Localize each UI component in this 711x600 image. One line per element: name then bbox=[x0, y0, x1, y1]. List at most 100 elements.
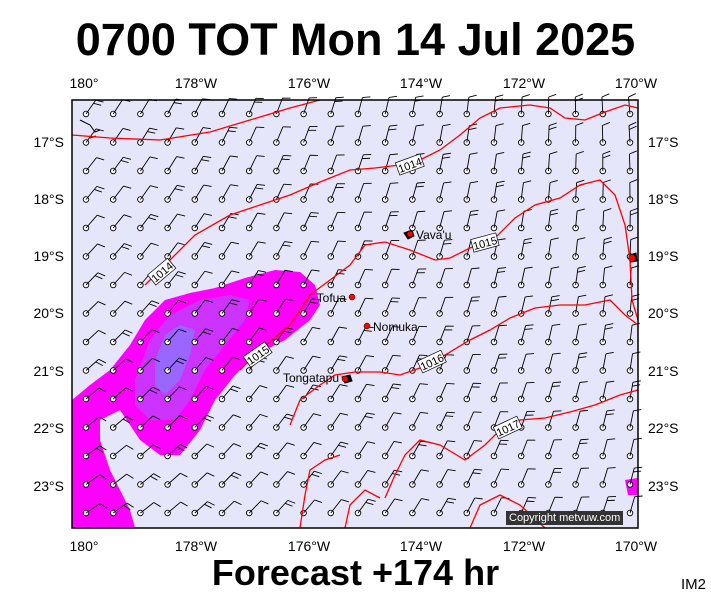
wind-barb bbox=[109, 444, 134, 460]
wind-barb bbox=[599, 236, 612, 260]
lat-tick: 22°S bbox=[648, 420, 679, 436]
wind-barb bbox=[327, 269, 347, 289]
wind-barb bbox=[490, 209, 506, 232]
wind-barb bbox=[245, 413, 268, 431]
wind-barb bbox=[463, 296, 480, 317]
wind-barb bbox=[300, 212, 319, 232]
wind-barb bbox=[137, 357, 160, 374]
wind-barb bbox=[545, 352, 561, 374]
wind-barb bbox=[327, 412, 349, 431]
wind-barb bbox=[327, 470, 349, 488]
wind-barb bbox=[82, 243, 106, 260]
place-nomuka: Nomuka bbox=[373, 320, 418, 334]
wind-barb bbox=[354, 240, 373, 260]
wind-barb bbox=[572, 151, 584, 175]
lat-tick: 19°S bbox=[33, 248, 64, 264]
wind-barb bbox=[572, 323, 587, 346]
wind-barb bbox=[164, 386, 187, 403]
wind-barb bbox=[273, 212, 293, 232]
tofua-marker bbox=[348, 293, 356, 301]
wind-barb bbox=[273, 356, 294, 374]
vavau-marker bbox=[406, 230, 414, 238]
wind-barb bbox=[572, 208, 585, 232]
wind-barb bbox=[191, 385, 214, 403]
wind-barb bbox=[572, 122, 584, 146]
wind-barb bbox=[164, 444, 188, 460]
wind-barb bbox=[273, 413, 295, 431]
wind-barb bbox=[490, 123, 504, 146]
wind-barb bbox=[381, 440, 402, 460]
lat-ticks-right: 17°S 18°S 19°S 20°S 21°S 22°S 23°S bbox=[648, 134, 679, 494]
wind-barb bbox=[381, 326, 401, 346]
wind-barb bbox=[109, 156, 132, 175]
panel-id: IM2 bbox=[681, 576, 707, 593]
wind-barb bbox=[436, 497, 457, 517]
wind-barb bbox=[436, 152, 452, 175]
wind-barb bbox=[300, 326, 321, 346]
wind-barb bbox=[218, 155, 238, 175]
wind-barb bbox=[626, 466, 643, 488]
wind-barb bbox=[463, 267, 480, 289]
wind-barb bbox=[137, 473, 161, 488]
wind-barb bbox=[436, 267, 453, 289]
wind-barb bbox=[354, 326, 374, 346]
wind-barb bbox=[273, 126, 291, 146]
wind-barb bbox=[517, 439, 536, 460]
wind-barb bbox=[191, 414, 215, 431]
isobar-1016 bbox=[289, 299, 639, 426]
isobar-south-a bbox=[344, 489, 381, 529]
wind-barb bbox=[245, 471, 269, 488]
wind-barb bbox=[354, 182, 372, 203]
wind-barb bbox=[218, 98, 238, 118]
wind-barb bbox=[409, 411, 429, 431]
wind-barb bbox=[463, 94, 477, 118]
wind-barb bbox=[109, 300, 133, 317]
wind-barb bbox=[245, 241, 266, 260]
wind-barb bbox=[137, 386, 161, 403]
wind-barb bbox=[191, 472, 215, 488]
wind-barb bbox=[109, 473, 134, 488]
wind-barb bbox=[599, 351, 614, 374]
lon-tick: 172°W bbox=[503, 75, 546, 91]
wind-barb bbox=[109, 502, 134, 517]
wind-barb bbox=[626, 409, 642, 431]
lat-tick: 21°S bbox=[33, 363, 64, 379]
wind-barb bbox=[82, 330, 106, 346]
wind-barb bbox=[463, 354, 481, 374]
wind-barb bbox=[300, 240, 320, 260]
wind-barb bbox=[599, 438, 616, 460]
wind-barb bbox=[164, 472, 188, 488]
lat-ticks-left: 17°S 18°S 19°S 20°S 21°S 22°S 23°S bbox=[33, 134, 64, 494]
wind-barb bbox=[626, 351, 641, 374]
lon-ticks-top: 180° 178°W 176°W 174°W 172°W 170°W bbox=[70, 75, 658, 91]
wind-barb bbox=[490, 295, 507, 317]
wind-barb bbox=[409, 469, 429, 488]
wind-barb bbox=[300, 413, 322, 431]
wind-barb bbox=[545, 381, 562, 403]
wind-barb bbox=[273, 269, 293, 289]
wind-barb bbox=[82, 99, 104, 118]
lat-tick: 22°S bbox=[33, 420, 64, 436]
isobar-south-b bbox=[299, 454, 341, 529]
wind-barb bbox=[82, 272, 106, 289]
wind-barb bbox=[517, 295, 534, 317]
wind-barb bbox=[354, 470, 376, 488]
wind-barb bbox=[273, 298, 294, 317]
wind-barb bbox=[82, 503, 107, 517]
wind-barb bbox=[137, 213, 159, 232]
wind-barb bbox=[436, 383, 455, 403]
wind-barb bbox=[164, 213, 186, 232]
wind-barb bbox=[137, 502, 161, 517]
wind-barb bbox=[245, 442, 269, 460]
wind-barb bbox=[327, 384, 348, 403]
wind-barb bbox=[381, 240, 400, 260]
wind-barb bbox=[109, 358, 133, 374]
wind-barb bbox=[273, 384, 295, 403]
wind-barb bbox=[164, 271, 186, 289]
wind-barb bbox=[164, 357, 187, 374]
wind-barb bbox=[164, 328, 187, 346]
copyright-label: Copyright metvuw.com bbox=[506, 511, 624, 525]
wind-barb bbox=[517, 122, 531, 146]
wind-barb bbox=[245, 212, 266, 232]
wind-barb bbox=[599, 323, 614, 346]
